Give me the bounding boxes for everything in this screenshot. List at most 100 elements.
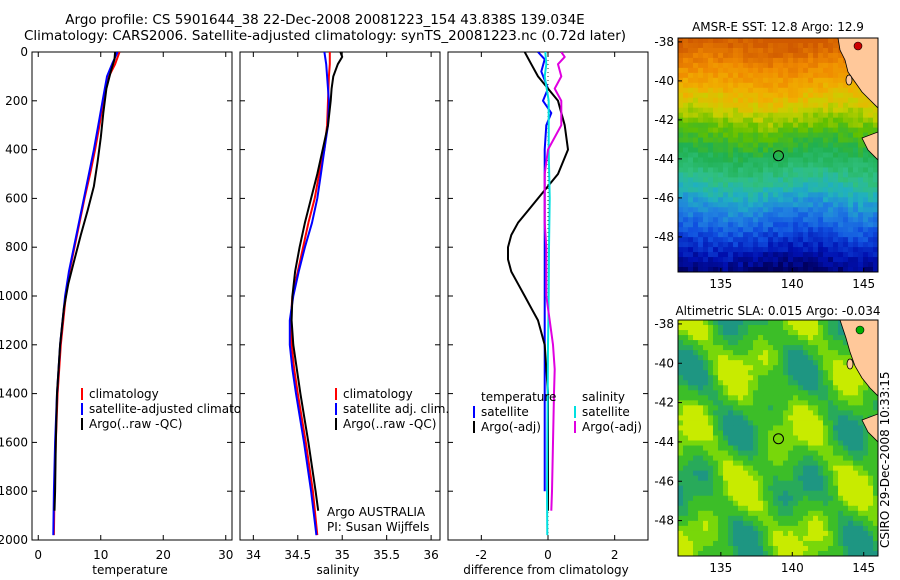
heatmap-cell: [833, 480, 839, 487]
heatmap-cell: [713, 430, 719, 436]
heatmap-cell: [848, 82, 854, 89]
heatmap-cell: [783, 395, 789, 401]
heatmap-cell: [808, 172, 814, 178]
heatmap-cell: [738, 52, 744, 59]
heatmap-cell: [733, 177, 739, 183]
heatmap-cell: [713, 530, 719, 537]
heatmap-cell: [708, 405, 714, 411]
heatmap-cell: [693, 470, 699, 477]
heatmap-cell: [683, 242, 689, 248]
heatmap-cell: [848, 137, 854, 144]
heatmap-cell: [713, 525, 719, 532]
heatmap-cell: [818, 545, 824, 552]
heatmap-cell: [778, 395, 784, 401]
heatmap-cell: [853, 540, 859, 547]
heatmap-cell: [733, 430, 739, 436]
heatmap-cell: [833, 505, 839, 512]
heatmap-cell: [703, 187, 709, 193]
heatmap-cell: [813, 515, 819, 522]
heatmap-cell: [808, 500, 814, 507]
heatmap-cell: [693, 550, 699, 556]
heatmap-cell: [748, 207, 754, 213]
heatmap-cell: [723, 450, 729, 457]
heatmap-cell: [813, 177, 819, 183]
heatmap-cell: [738, 490, 744, 497]
heatmap-cell: [718, 207, 724, 213]
heatmap-cell: [683, 62, 689, 69]
heatmap-cell: [763, 87, 769, 94]
heatmap-cell: [788, 350, 794, 356]
heatmap-cell: [823, 510, 829, 517]
heatmap-cell: [698, 540, 704, 547]
heatmap-cell: [788, 455, 794, 462]
heatmap-cell: [868, 535, 874, 542]
heatmap-cell: [788, 505, 794, 512]
heatmap-cell: [828, 242, 834, 248]
heatmap-cell: [768, 167, 774, 173]
heatmap-cell: [698, 460, 704, 467]
heatmap-cell: [783, 405, 789, 411]
heatmap-cell: [693, 425, 699, 431]
heatmap-cell: [758, 122, 764, 129]
heatmap-cell: [853, 187, 859, 193]
heatmap-cell: [753, 470, 759, 477]
heatmap-cell: [738, 515, 744, 522]
heatmap-cell: [763, 47, 769, 54]
heatmap-cell: [683, 455, 689, 462]
heatmap-cell: [838, 232, 844, 238]
heatmap-cell: [733, 222, 739, 228]
heatmap-cell: [758, 510, 764, 517]
heatmap-cell: [833, 370, 839, 376]
heatmap-cell: [793, 217, 799, 223]
heatmap-cell: [748, 47, 754, 54]
heatmap-cell: [768, 390, 774, 396]
heatmap-cell: [693, 97, 699, 104]
heatmap-cell: [703, 222, 709, 228]
heatmap-cell: [773, 325, 779, 331]
heatmap-cell: [698, 335, 704, 341]
heatmap-cell: [758, 237, 764, 243]
heatmap-cell: [758, 375, 764, 381]
heatmap-cell: [858, 455, 864, 462]
heatmap-cell: [713, 400, 719, 406]
heatmap-cell: [853, 545, 859, 552]
heatmap-cell: [868, 500, 874, 507]
heatmap-cell: [733, 247, 739, 253]
heatmap-cell: [713, 112, 719, 119]
heatmap-cell: [683, 355, 689, 361]
heatmap-cell: [828, 415, 834, 421]
heatmap-cell: [778, 325, 784, 331]
heatmap-cell: [758, 350, 764, 356]
heatmap-cell: [858, 127, 864, 134]
heatmap-cell: [708, 212, 714, 218]
heatmap-cell: [743, 217, 749, 223]
heatmap-cell: [683, 380, 689, 386]
heatmap-cell: [718, 475, 724, 482]
heatmap-cell: [713, 395, 719, 401]
heatmap-cell: [698, 480, 704, 487]
heatmap-cell: [768, 365, 774, 371]
heatmap-cell: [803, 38, 809, 44]
heatmap-cell: [768, 505, 774, 512]
heatmap-cell: [788, 515, 794, 522]
heatmap-cell: [703, 415, 709, 421]
heatmap-cell: [863, 247, 869, 253]
heatmap-cell: [828, 425, 834, 431]
heatmap-cell: [823, 410, 829, 416]
heatmap-cell: [688, 92, 694, 99]
heatmap-cell: [823, 42, 829, 49]
heatmap-cell: [753, 370, 759, 376]
heatmap-cell: [833, 350, 839, 356]
heatmap-cell: [773, 162, 779, 168]
heatmap-cell: [758, 142, 764, 149]
heatmap-cell: [848, 182, 854, 188]
heatmap-cell: [758, 470, 764, 477]
heatmap-cell: [828, 505, 834, 512]
heatmap-cell: [773, 72, 779, 79]
heatmap-cell: [708, 207, 714, 213]
heatmap-cell: [778, 227, 784, 233]
heatmap-cell: [683, 257, 689, 263]
heatmap-cell: [853, 117, 859, 124]
heatmap-cell: [728, 350, 734, 356]
heatmap-cell: [718, 47, 724, 54]
